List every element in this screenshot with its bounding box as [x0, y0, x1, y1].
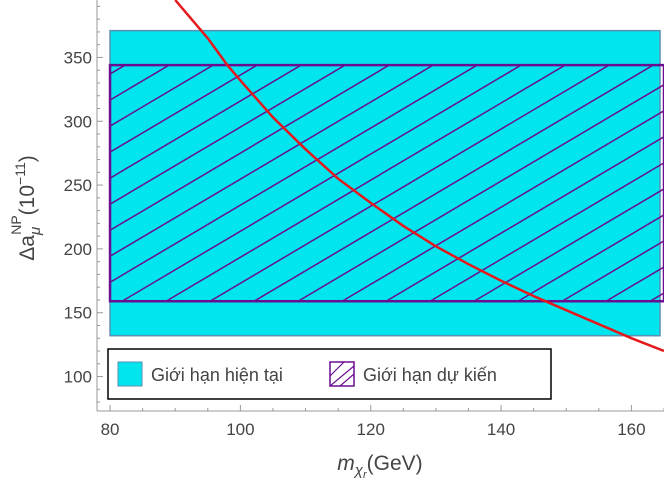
x-tick-label: 120: [357, 420, 385, 439]
y-axis-label: ΔaμNP(10−11): [8, 155, 44, 260]
hatch-line: [110, 65, 478, 284]
band-projected: [108, 63, 664, 303]
ticks-layer: 80 100 120 140 160 100 150 200 250 300 350: [64, 5, 664, 439]
bands-layer: [108, 29, 664, 337]
hatch-line: [517, 214, 664, 302]
hatch-line: [385, 135, 664, 302]
y-tick-label: 200: [64, 240, 92, 259]
x-tick-label: 100: [226, 420, 254, 439]
hatch-line: [429, 161, 664, 302]
legend-swatch-current: [117, 361, 143, 387]
hatch-line: [473, 187, 664, 302]
band-current: [109, 29, 661, 337]
legend-label-projected: Giới hạn dự kiến: [363, 365, 497, 385]
series-layer: [174, 0, 664, 353]
y-axis-label-unit-close: ): [16, 155, 39, 162]
hatch-line: [110, 65, 258, 154]
y-tick-label: 350: [64, 48, 92, 67]
legend-swatch-projected: [329, 361, 355, 387]
y-tick-label: 300: [64, 112, 92, 131]
x-tick-label: 160: [617, 420, 645, 439]
legend: Giới hạn hiện tại Giới hạn dự kiến: [107, 348, 552, 400]
x-tick-label: 140: [487, 420, 515, 439]
hatch-line: [110, 65, 434, 258]
hatch-line: [110, 65, 346, 206]
hatch-line: [121, 65, 522, 302]
y-tick-label: 150: [64, 304, 92, 323]
legend-frame: [107, 348, 552, 400]
legend-hatch-line: [339, 373, 355, 387]
y-tick-label: 100: [64, 368, 92, 387]
y-axis-label-unit-exp: −11: [12, 162, 28, 185]
axes-layer: [96, 0, 664, 412]
x-axis-label-sub2: r: [363, 469, 368, 481]
y-axis-label-base: Δa: [16, 235, 39, 261]
legend-hatch-line: [329, 361, 345, 377]
x-axis-label-sub1: χ: [353, 462, 364, 479]
hatch-line: [253, 65, 654, 302]
x-axis-label-base: m: [337, 452, 355, 475]
hatch-line: [110, 65, 302, 180]
y-axis-label-unit: (10: [16, 185, 39, 215]
y-tick-label: 250: [64, 176, 92, 195]
hatch-line: [297, 83, 664, 302]
x-axis-label-unit: (GeV): [367, 452, 423, 475]
legend-entries: Giới hạn hiện tại Giới hạn dự kiến: [117, 361, 497, 387]
x-axis-label: mχr(GeV): [337, 452, 422, 481]
legend-label-current: Giới hạn hiện tại: [151, 365, 283, 385]
x-tick-label: 80: [101, 420, 120, 439]
y-axis-label-sub: μ: [27, 227, 44, 236]
y-axis-label-sup: NP: [8, 215, 24, 234]
series-line-0: [174, 0, 664, 353]
hatch-line: [561, 240, 664, 302]
hatch-line: [209, 65, 610, 302]
hatch-line: [165, 65, 566, 302]
band-projected-hatch: [110, 65, 664, 302]
legend-hatch-line: [329, 365, 355, 387]
hatch-line: [110, 65, 214, 127]
hatch-line: [110, 65, 390, 232]
band-projected-frame: [108, 63, 664, 303]
hatch-line: [341, 109, 664, 302]
